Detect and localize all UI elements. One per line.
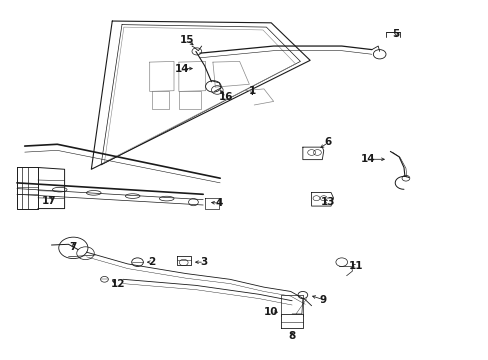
Text: 4: 4	[215, 198, 223, 208]
Text: 15: 15	[180, 35, 194, 45]
Text: 2: 2	[148, 257, 155, 267]
Text: 13: 13	[320, 197, 335, 207]
Text: 7: 7	[69, 242, 77, 252]
Text: 14: 14	[175, 64, 189, 73]
Text: 8: 8	[288, 332, 295, 342]
Text: 16: 16	[218, 92, 233, 102]
Text: 11: 11	[348, 261, 363, 271]
Text: 9: 9	[319, 295, 326, 305]
Text: 1: 1	[248, 86, 255, 96]
Text: 5: 5	[392, 28, 399, 39]
Text: 10: 10	[264, 307, 278, 317]
Text: 6: 6	[324, 138, 331, 148]
Text: 3: 3	[200, 257, 207, 267]
Text: 14: 14	[360, 154, 375, 164]
Text: 12: 12	[111, 279, 125, 289]
Text: 17: 17	[41, 196, 56, 206]
